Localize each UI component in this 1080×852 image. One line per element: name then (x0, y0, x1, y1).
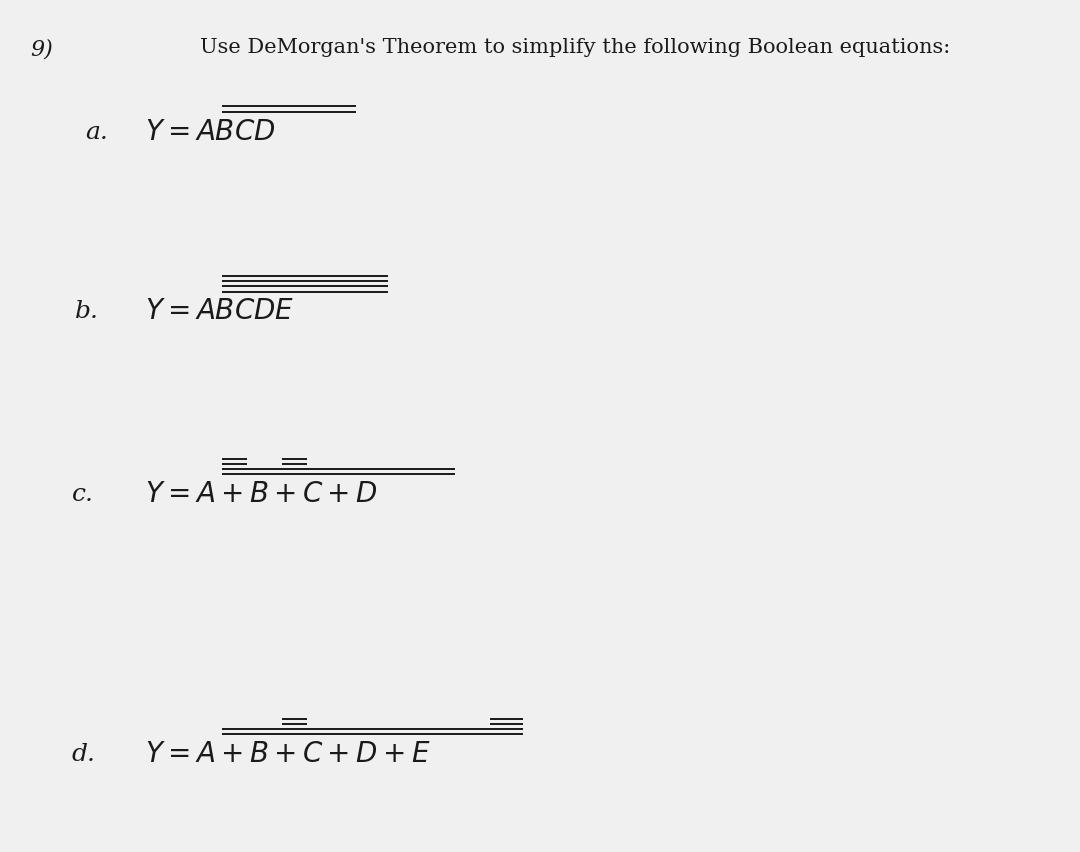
Text: 9): 9) (30, 38, 53, 60)
Text: d.: d. (72, 743, 96, 765)
Text: $Y = A+B+C+D+E$: $Y = A+B+C+D+E$ (145, 740, 431, 768)
Text: $Y = ABCD$: $Y = ABCD$ (145, 118, 275, 146)
Text: $Y = A+B+C+D$: $Y = A+B+C+D$ (145, 481, 378, 508)
Text: a.: a. (85, 121, 108, 143)
Text: $Y = ABCDE$: $Y = ABCDE$ (145, 297, 294, 325)
Text: b.: b. (75, 300, 99, 322)
Text: c.: c. (72, 483, 94, 505)
Text: Use DeMorgan's Theorem to simplify the following Boolean equations:: Use DeMorgan's Theorem to simplify the f… (200, 38, 950, 57)
